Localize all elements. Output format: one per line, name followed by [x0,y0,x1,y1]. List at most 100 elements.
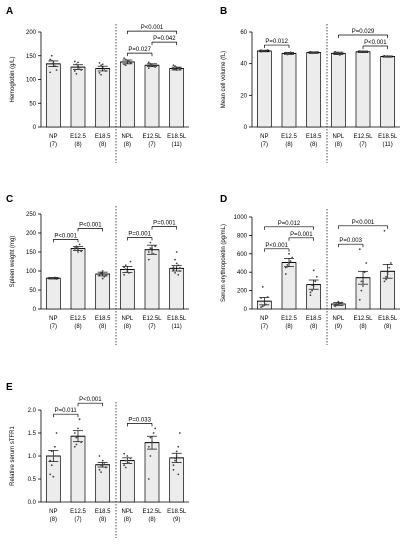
y-tick-label: 400 [237,270,248,276]
data-point [177,67,180,69]
data-point [315,275,318,278]
data-point [78,418,81,421]
x-tick-label: E12.5 [70,509,86,515]
bar [355,51,371,128]
x-tick-label: NPL [332,134,344,140]
x-tick-label: E18.5L [167,134,187,140]
bar [95,68,111,128]
panel-letter: B [220,6,227,17]
p-value-label: P=0.033 [128,417,151,423]
x-tick-label: NP [49,316,57,322]
data-point [149,455,152,457]
data-point [54,65,56,68]
x-tick-label: E18.5L [378,134,398,140]
y-tick-label: 50 [29,101,36,107]
data-point [340,301,343,304]
data-point [309,291,312,294]
data-point [52,61,55,64]
data-point [80,441,83,444]
data-point [335,52,338,55]
data-point [126,59,129,62]
data-point [55,432,58,434]
data-point [260,49,263,52]
x-tick-label: E12.5L [142,509,162,515]
y-tick-label: 0.5 [28,477,37,483]
n-label: (8) [310,324,317,330]
data-point [315,51,318,54]
bar [119,61,135,128]
data-point [147,67,150,69]
data-point [126,455,129,457]
x-tick-label: E12.5L [142,316,162,322]
data-point [123,452,126,455]
data-point [101,459,104,462]
p-value-label: P=0.003 [339,238,362,244]
n-label: (8) [124,324,131,330]
data-point [266,296,269,298]
data-point [174,65,176,68]
n-label: (7) [50,142,57,148]
y-tick-label: 0 [244,125,248,131]
data-point [129,61,132,64]
bar [144,442,160,503]
data-point [385,278,387,281]
data-point [311,284,313,286]
y-tick-label: 1000 [234,215,248,221]
data-point [385,55,387,58]
data-point [124,459,127,462]
y-tick-label: 2.0 [28,408,37,414]
data-point [123,266,126,269]
data-point [98,455,101,457]
data-point [178,68,181,70]
n-label: (8) [50,517,57,523]
data-point [337,303,340,306]
bar [70,66,86,128]
data-point [50,54,53,57]
y-axis-label: Spleen weight (mg) [10,236,16,288]
data-point [50,59,53,62]
y-axis-label: Serum erythropoietin (pg/mL) [221,224,227,302]
data-point [360,289,363,292]
chart-panel-d: D 0 200 400 600 800 1000 Serum erythropoietin (… [220,194,400,345]
data-point [312,51,315,54]
data-point [334,303,337,306]
n-label: (11) [172,324,182,330]
data-point [75,443,78,446]
data-point [178,267,181,269]
bar [95,464,111,503]
data-point [175,455,178,457]
data-point [177,273,180,276]
data-point [100,73,102,76]
data-point [337,300,340,303]
data-point [75,436,78,439]
data-point [123,63,126,66]
data-point [124,64,127,67]
data-point [73,70,76,72]
data-point [286,263,289,266]
data-point [383,55,386,58]
data-point [335,303,338,305]
n-label: (7) [359,142,366,148]
data-point [389,262,392,264]
x-tick-label: E12.5 [281,316,297,322]
data-point [172,64,175,67]
bar [45,277,61,310]
data-point [386,271,389,274]
panel-letter: C [6,194,13,205]
data-point [174,459,176,462]
data-point [126,270,129,273]
data-point [55,69,58,71]
data-point [52,475,55,478]
data-point [260,306,263,309]
data-point [291,256,294,259]
data-point [100,271,102,274]
data-point [362,285,364,287]
data-point [286,53,289,56]
data-point [175,450,178,453]
y-tick-label: 600 [237,252,248,258]
y-tick-label: 1.5 [28,431,37,437]
data-point [177,264,180,267]
data-point [365,262,368,264]
data-point [149,64,152,67]
